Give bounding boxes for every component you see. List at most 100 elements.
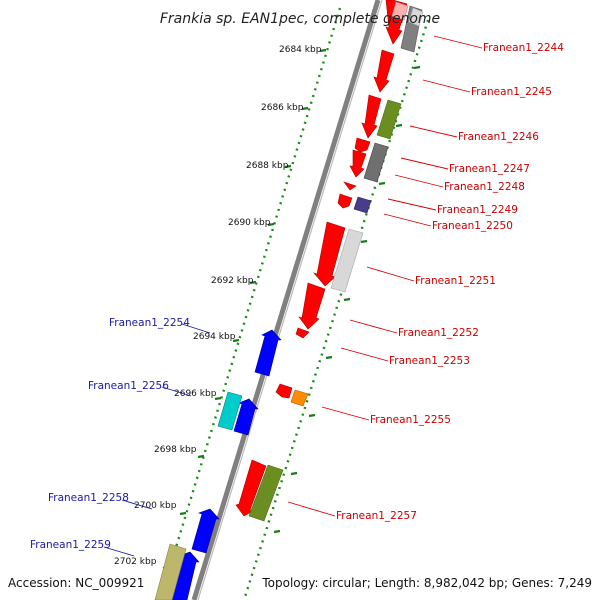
tick-mark xyxy=(214,396,222,401)
connector-line xyxy=(181,323,211,334)
gene-label-2257[interactable]: Franean1_2257 xyxy=(336,510,417,522)
connector-line xyxy=(349,319,398,334)
cog-box-2244-light[interactable] xyxy=(391,1,409,21)
gene-label-2253[interactable]: Franean1_2253 xyxy=(389,355,470,367)
cog-box-2259-khaki[interactable] xyxy=(154,543,187,600)
label-connectors-left xyxy=(103,323,211,557)
forward-strand-genes xyxy=(235,0,408,517)
tick-mark xyxy=(395,123,403,128)
tick-mark xyxy=(249,280,257,285)
cog-box-2246-olive[interactable] xyxy=(376,99,402,140)
topology-label: Topology: circular; Length: 8,982,042 bp… xyxy=(261,576,592,590)
connector-line xyxy=(103,546,135,557)
gene-label-2255[interactable]: Franean1_2255 xyxy=(370,414,451,426)
gene-label-2248[interactable]: Franean1_2248 xyxy=(444,181,525,193)
cog-category-boxes xyxy=(248,1,424,522)
cog-box-2250-purple[interactable] xyxy=(353,196,372,214)
left-cog-boxes xyxy=(154,391,243,600)
gene-label-2249[interactable]: Franean1_2249 xyxy=(437,204,518,216)
gene-label-2259[interactable]: Franean1_2259 xyxy=(30,539,111,551)
gene-arrow-2255[interactable] xyxy=(275,383,293,399)
cog-box-2244-lightgrey[interactable] xyxy=(408,7,424,27)
connector-line xyxy=(161,386,192,397)
tick-mark xyxy=(290,471,298,476)
cog-box-2251-lightgrey[interactable] xyxy=(330,228,364,293)
coordinate-label-2696: 2696 kbp xyxy=(174,389,217,399)
coordinate-label-2700: 2700 kbp xyxy=(134,501,177,511)
accession-label: Accession: NC_009921 xyxy=(8,576,144,590)
tick-mark xyxy=(325,355,333,360)
connector-line xyxy=(409,125,458,138)
genome-backbone xyxy=(191,0,381,600)
gene-arrow-2247a[interactable] xyxy=(354,137,371,153)
tick-mark xyxy=(232,338,240,343)
genome-title: Frankia sp. EAN1pec, complete genome xyxy=(160,11,440,27)
connector-line xyxy=(394,174,444,188)
gene-arrow-2252[interactable] xyxy=(298,282,326,330)
tick-mark xyxy=(413,65,421,70)
label-connectors-right xyxy=(287,35,483,517)
gene-arrow-2251[interactable] xyxy=(313,221,346,287)
tick-mark xyxy=(319,48,327,53)
connector-line xyxy=(366,266,415,282)
connector-line xyxy=(433,35,483,49)
tick-mark xyxy=(301,106,309,111)
coordinate-label-2690: 2690 kbp xyxy=(228,218,271,228)
gene-arrow-2258[interactable] xyxy=(191,508,220,554)
footer-backdrop-left xyxy=(0,572,152,592)
gene-label-2256[interactable]: Franean1_2256 xyxy=(88,380,169,392)
gene-label-2244[interactable]: Franean1_2244 xyxy=(483,42,564,54)
gene-label-2254[interactable]: Franean1_2254 xyxy=(109,317,190,329)
gene-arrow-2249[interactable] xyxy=(337,193,353,209)
coordinate-label-2698: 2698 kbp xyxy=(154,445,197,455)
connector-line xyxy=(321,406,370,421)
gene-label-2247[interactable]: Franean1_2247 xyxy=(449,163,530,175)
coordinate-label-2692: 2692 kbp xyxy=(211,276,254,286)
gene-label-2252[interactable]: Franean1_2252 xyxy=(398,327,479,339)
connector-line xyxy=(387,198,437,211)
tick-mark xyxy=(378,181,386,186)
gene-arrow-2247b[interactable] xyxy=(349,149,367,178)
tick-mark xyxy=(273,529,281,534)
gene-label-2246[interactable]: Franean1_2246 xyxy=(458,131,539,143)
tick-mark xyxy=(343,297,351,302)
tick-mark xyxy=(197,454,205,459)
coordinate-label-2684: 2684 kbp xyxy=(279,45,322,55)
gene-label-2245[interactable]: Franean1_2245 xyxy=(471,86,552,98)
outer-ticks xyxy=(273,65,421,534)
connector-line xyxy=(383,213,432,227)
gene-label-2251[interactable]: Franean1_2251 xyxy=(415,275,496,287)
gene-arrow-2246[interactable] xyxy=(361,94,382,139)
tick-mark xyxy=(179,511,187,516)
tick-mark xyxy=(360,239,368,244)
connector-line xyxy=(287,501,336,517)
coordinate-label-2686: 2686 kbp xyxy=(261,103,304,113)
cog-box-2256-cyan[interactable] xyxy=(217,391,243,431)
coordinate-label-2694: 2694 kbp xyxy=(193,332,236,342)
gene-label-2250[interactable]: Franean1_2250 xyxy=(432,220,513,232)
gene-label-2258[interactable]: Franean1_2258 xyxy=(48,492,129,504)
gene-arrow-2248[interactable] xyxy=(343,181,357,191)
gc-content-track-left xyxy=(158,7,342,600)
footer-backdrop-right xyxy=(256,572,600,592)
gene-arrow-2253[interactable] xyxy=(295,327,310,339)
coordinate-label-2702: 2702 kbp xyxy=(114,557,157,567)
cog-box-2255-orange[interactable] xyxy=(290,389,309,407)
gene-arrow-2257[interactable] xyxy=(235,459,267,517)
connector-line xyxy=(422,79,471,93)
connector-line xyxy=(340,347,389,362)
genome-backbone-shadow xyxy=(197,0,383,600)
connector-line xyxy=(121,499,153,510)
gene-arrow-2254[interactable] xyxy=(254,329,282,377)
tick-mark xyxy=(284,164,292,169)
coordinate-label-2688: 2688 kbp xyxy=(246,161,289,171)
tick-mark xyxy=(308,413,316,418)
reverse-strand-genes xyxy=(171,329,282,600)
coordinate-ticks xyxy=(162,48,327,570)
connector-line xyxy=(400,157,449,170)
cog-box-2247-grey[interactable] xyxy=(363,142,389,183)
cog-box-2257-olive[interactable] xyxy=(248,464,284,522)
gene-arrow-2245[interactable] xyxy=(373,49,395,93)
